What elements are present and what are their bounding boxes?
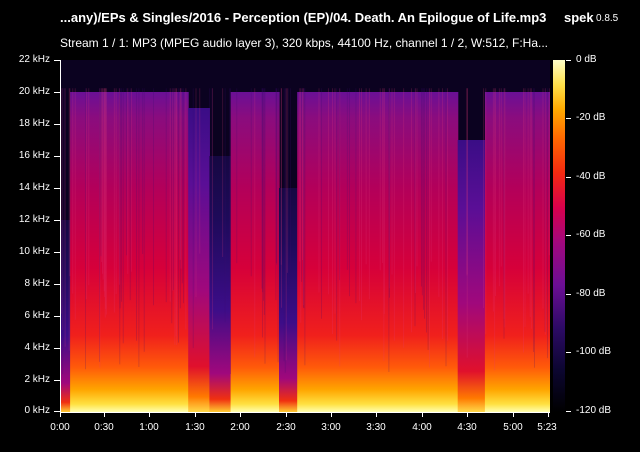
colorbar-label: -60 dB <box>576 229 606 240</box>
x-tick-mark <box>286 412 287 417</box>
x-tick-mark <box>422 412 423 417</box>
y-tick-mark <box>54 156 60 157</box>
y-tick-label: 18 kHz <box>18 118 50 129</box>
spectrogram-segment <box>70 92 88 412</box>
y-tick-mark <box>54 380 60 381</box>
x-tick-label: 0:30 <box>94 422 114 433</box>
x-tick-mark <box>60 412 61 417</box>
y-tick-mark <box>54 220 60 221</box>
x-tick-mark <box>104 412 105 417</box>
spectrogram-segment <box>457 140 486 412</box>
x-tick-mark <box>467 412 468 417</box>
x-tick-label: 2:30 <box>276 422 296 433</box>
colorbar-tick <box>566 294 571 295</box>
y-tick-mark <box>54 124 60 125</box>
y-tick-label: 22 kHz <box>18 54 50 65</box>
spectrogram-plot <box>60 60 550 413</box>
x-tick-mark <box>376 412 377 417</box>
y-tick-label: 16 kHz <box>18 150 50 161</box>
x-tick-label: 1:00 <box>139 422 159 433</box>
x-tick-mark <box>240 412 241 417</box>
file-title: ...any)/EPs & Singles/2016 - Perception … <box>60 10 547 25</box>
y-tick-mark <box>54 316 60 317</box>
y-tick-label: 8 kHz <box>24 278 50 289</box>
x-tick-label: 1:30 <box>185 422 205 433</box>
x-tick-label: 3:30 <box>366 422 386 433</box>
y-tick-mark <box>54 60 60 61</box>
y-tick-label: 14 kHz <box>18 182 50 193</box>
colorbar-label: 0 dB <box>576 54 597 65</box>
colorbar <box>553 60 565 412</box>
y-tick-label: 6 kHz <box>24 310 50 321</box>
spectrogram-segment <box>484 92 550 412</box>
colorbar-tick <box>566 118 571 119</box>
colorbar-label: -20 dB <box>576 112 606 123</box>
spectrogram-segment <box>279 188 298 412</box>
x-tick-label: 2:00 <box>230 422 250 433</box>
y-tick-mark <box>54 188 60 189</box>
y-tick-label: 0 kHz <box>24 405 50 416</box>
spectrogram-image <box>61 88 550 412</box>
colorbar-label: -80 dB <box>576 288 606 299</box>
x-tick-mark <box>331 412 332 417</box>
y-tick-mark <box>54 92 60 93</box>
spectrogram-segment <box>230 92 280 412</box>
colorbar-tick <box>566 411 571 412</box>
spectrogram-segment <box>61 220 71 412</box>
spectrogram-segment <box>209 156 232 412</box>
x-tick-mark <box>548 412 549 417</box>
colorbar-tick <box>566 235 571 236</box>
colorbar-tick <box>566 352 571 353</box>
app-name: spek <box>564 10 594 25</box>
x-tick-mark <box>195 412 196 417</box>
y-tick-label: 4 kHz <box>24 342 50 353</box>
spectrogram-segment <box>188 108 210 412</box>
colorbar-tick <box>566 177 571 178</box>
y-tick-mark <box>54 348 60 349</box>
colorbar-label: -40 dB <box>576 171 606 182</box>
x-tick-label: 5:23 <box>537 422 557 433</box>
y-tick-label: 12 kHz <box>18 214 50 225</box>
x-tick-label: 4:00 <box>412 422 432 433</box>
x-tick-label: 5:00 <box>503 422 523 433</box>
y-tick-label: 2 kHz <box>24 374 50 385</box>
y-tick-label: 20 kHz <box>18 86 50 97</box>
x-tick-label: 3:00 <box>321 422 341 433</box>
spectrogram-segment <box>98 92 189 412</box>
y-tick-mark <box>54 284 60 285</box>
y-tick-mark <box>54 252 60 253</box>
spectrogram-segment <box>297 92 459 412</box>
spectrogram-segment <box>86 92 100 412</box>
x-tick-label: 4:30 <box>457 422 477 433</box>
colorbar-tick <box>566 60 571 61</box>
colorbar-label: -120 dB <box>576 405 612 416</box>
x-tick-label: 0:00 <box>50 422 70 433</box>
x-tick-mark <box>513 412 514 417</box>
y-tick-mark <box>54 411 60 412</box>
stream-info: Stream 1 / 1: MP3 (MPEG audio layer 3), … <box>60 36 549 50</box>
x-tick-mark <box>149 412 150 417</box>
app-version: 0.8.5 <box>596 13 619 24</box>
colorbar-label: -100 dB <box>576 346 612 357</box>
y-tick-label: 10 kHz <box>18 246 50 257</box>
